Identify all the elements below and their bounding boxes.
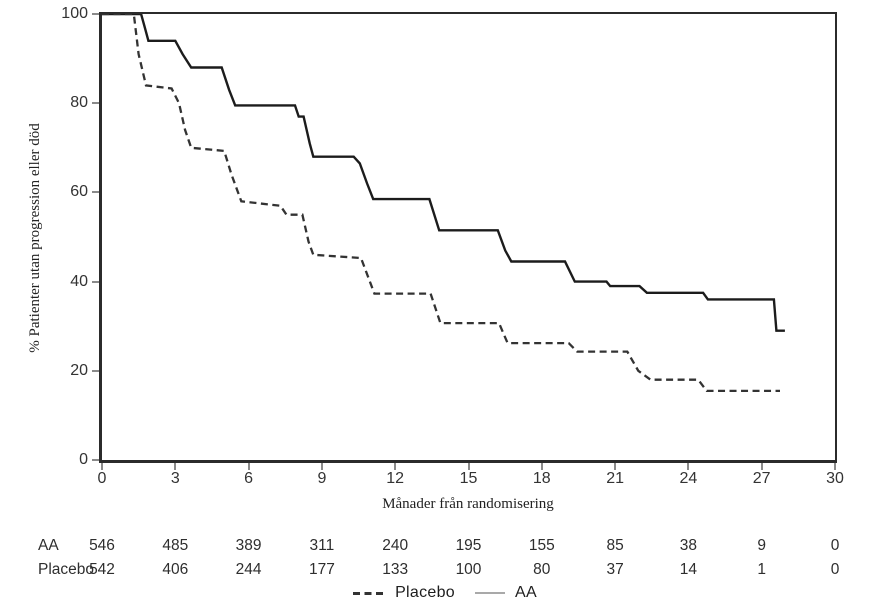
x-tick-label: 3	[170, 470, 180, 487]
plot-area	[99, 12, 837, 463]
x-tick-mark	[760, 463, 763, 470]
risk-count: 406	[162, 561, 189, 578]
x-tick-label: 15	[459, 470, 478, 487]
risk-count: 37	[606, 561, 624, 578]
x-tick-label: 6	[244, 470, 254, 487]
risk-count: 244	[235, 561, 262, 578]
x-tick-label: 30	[826, 470, 844, 487]
x-tick-label: 12	[386, 470, 405, 487]
y-tick-label: 20	[70, 361, 88, 379]
y-tick-mark	[92, 102, 99, 105]
legend-label-aa: AA	[514, 584, 537, 601]
x-tick-label: 24	[679, 470, 698, 487]
risk-count: 38	[679, 537, 698, 554]
risk-count: 389	[235, 537, 262, 554]
risk-count: 100	[455, 561, 482, 578]
y-tick-mark	[92, 369, 99, 372]
risk-count: 85	[606, 537, 624, 554]
risk-count: 311	[309, 537, 335, 554]
x-tick-mark	[320, 463, 323, 470]
legend-dashed-line-icon	[353, 591, 388, 595]
risk-row-label-aa: AA	[38, 537, 59, 554]
y-tick-label: 0	[79, 451, 88, 468]
risk-count: 0	[830, 537, 840, 554]
x-tick-mark	[174, 463, 177, 470]
x-tick-label: 27	[752, 470, 771, 487]
x-tick-mark	[687, 463, 690, 470]
risk-count: 0	[830, 561, 840, 578]
x-tick-mark	[394, 463, 397, 470]
legend-solid-line-icon	[474, 592, 505, 594]
y-tick-mark	[92, 459, 99, 461]
risk-row-label-placebo: Placebo	[38, 561, 95, 578]
risk-count: 14	[679, 561, 698, 578]
x-tick-label: 18	[532, 470, 551, 487]
risk-count: 240	[382, 537, 409, 554]
risk-count: 485	[162, 537, 189, 554]
risk-count: 80	[533, 561, 551, 578]
x-tick-mark	[614, 463, 617, 470]
legend: Placebo AA	[0, 582, 890, 604]
x-tick-mark	[467, 463, 470, 470]
x-tick-mark	[540, 463, 543, 470]
y-tick-label: 60	[70, 183, 88, 201]
risk-count: 177	[308, 561, 335, 578]
risk-count: 155	[528, 537, 555, 554]
x-tick-label: 0	[97, 470, 107, 487]
x-tick-mark	[247, 463, 250, 470]
y-tick-label: 40	[70, 272, 88, 290]
x-tick-mark	[834, 463, 836, 470]
survival-curves-canvas	[102, 14, 785, 393]
x-axis-title: Månader från randomisering	[382, 496, 554, 512]
x-tick-mark	[101, 463, 103, 470]
risk-count: 546	[89, 537, 115, 554]
curve-aa	[102, 14, 785, 332]
curve-placebo	[102, 14, 780, 393]
y-tick-mark	[92, 191, 99, 194]
y-tick-label: 80	[70, 94, 88, 112]
risk-count: 195	[455, 537, 482, 554]
y-tick-mark	[92, 280, 99, 283]
x-tick-label: 21	[606, 470, 624, 487]
risk-count: 133	[382, 561, 409, 578]
x-tick-label: 9	[317, 470, 327, 487]
y-axis-title: % Patienter utan progression eller död	[27, 123, 43, 353]
risk-count: 9	[757, 537, 766, 554]
risk-count: 1	[757, 561, 766, 578]
legend-label-placebo: Placebo	[395, 584, 455, 601]
y-tick-mark	[92, 13, 99, 15]
y-tick-label: 100	[61, 5, 88, 22]
risk-count: 542	[89, 561, 115, 578]
